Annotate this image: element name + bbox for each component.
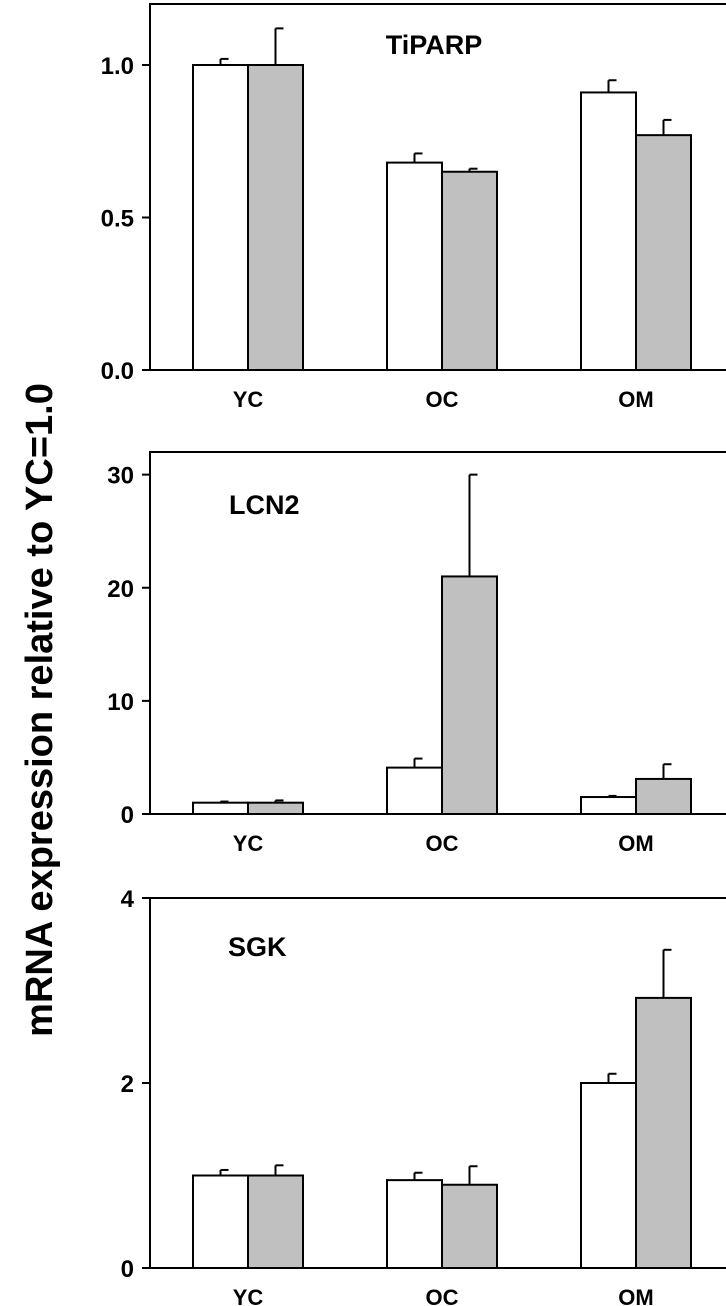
x-tick-label: YC [233,387,264,412]
bar-yc-series-2 [247,1174,304,1269]
y-tick-label: 30 [107,463,134,490]
bar-oc-series-1 [386,161,443,371]
y-axis-label: mRNA expression relative to YC=1.0 [19,383,61,1037]
bar-om-series-1 [580,91,637,371]
x-tick-label: OC [426,387,459,412]
panel-title: LCN2 [229,490,300,520]
y-tick-label: 4 [121,886,135,913]
bar-om-series-2 [635,134,692,371]
y-tick-label: 1.0 [101,53,134,80]
x-tick-label: OM [618,1285,653,1306]
x-tick-label: OM [618,387,653,412]
bar-oc-series-2 [441,1183,498,1269]
bar-om-series-1 [580,796,637,815]
panel-title: SGK [228,932,287,962]
bar-yc-series-1 [192,64,249,371]
y-tick-label: 0.5 [101,206,134,233]
y-tick-label: 2 [121,1071,134,1098]
x-tick-label: OM [618,831,653,856]
bar-yc-series-1 [192,1174,249,1269]
bar-om-series-1 [580,1082,637,1269]
bar-oc-series-1 [386,766,443,816]
chart-panel-sgk: 0 2 4 YC OC OM SGK [121,886,726,1306]
panel-title: TiPARP [386,30,483,60]
y-tick-label: 0 [121,802,134,829]
bar-oc-series-2 [441,575,498,815]
x-tick-label: OC [426,1285,459,1306]
x-tick-label: YC [233,1285,264,1306]
x-tick-label: YC [233,831,264,856]
chart-panel-lcn2: 0 10 20 30 YC OC OM LCN2 [107,451,726,856]
y-tick-label: 0 [121,1256,134,1283]
bar-om-series-2 [635,996,692,1270]
bar-om-series-2 [635,777,692,816]
chart-panel-tiparp: 0.0 0.5 1.0 YC OC OM TiPARP [101,3,726,412]
y-tick-label: 10 [107,689,134,716]
panels: 0.0 0.5 1.0 YC OC OM TiPARP 0 10 20 30 YC OC OM LCN2 0 2… [101,3,726,1306]
y-tick-label: 0.0 [101,358,134,385]
bar-yc-series-1 [192,801,249,815]
x-tick-label: OC [426,831,459,856]
bar-yc-series-2 [247,64,304,371]
bar-yc-series-2 [247,801,304,815]
bar-oc-series-2 [441,170,498,371]
y-tick-label: 20 [107,576,134,603]
bar-oc-series-1 [386,1179,443,1269]
